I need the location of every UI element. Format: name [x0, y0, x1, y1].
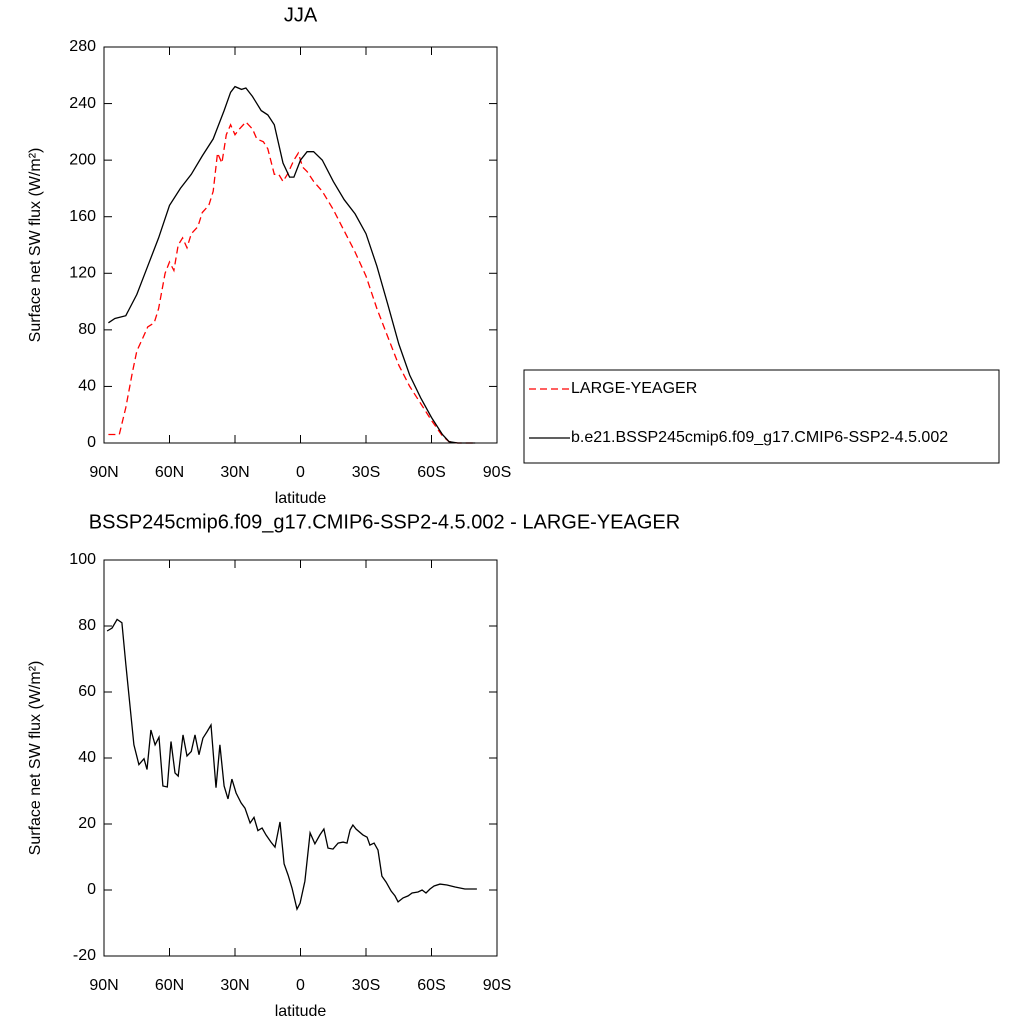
x-tick-label: 0 [296, 977, 305, 994]
data-line [108, 85, 476, 444]
y-tick-label: 100 [69, 551, 96, 568]
y-tick-label: 200 [69, 151, 96, 168]
x-tick-label: 60S [417, 977, 445, 994]
y-axis-label: Surface net SW flux (W/m²) [27, 148, 44, 343]
y-axis-label: Surface net SW flux (W/m²) [27, 661, 44, 856]
data-line [108, 121, 476, 444]
y-tick-label: 40 [78, 378, 96, 395]
x-axis-label: latitude [275, 1003, 327, 1020]
y-tick-label: 120 [69, 265, 96, 282]
legend-label: LARGE-YEAGER [571, 380, 697, 397]
y-tick-label: 40 [78, 749, 96, 766]
y-tick-label: 280 [69, 38, 96, 55]
chart-title: BSSP245cmip6.f09_g17.CMIP6-SSP2-4.5.002 … [89, 511, 680, 533]
x-tick-label: 60N [155, 977, 184, 994]
y-tick-label: 20 [78, 815, 96, 832]
y-tick-label: 0 [87, 881, 96, 898]
data-line [106, 618, 477, 911]
y-tick-label: 160 [69, 208, 96, 225]
plot-frame [103, 46, 498, 444]
legend-label: b.e21.BSSP245cmip6.f09_g17.CMIP6-SSP2-4.… [571, 429, 948, 446]
x-tick-label: 90S [483, 464, 511, 481]
x-tick-label: 30N [220, 464, 249, 481]
x-tick-label: 90N [89, 977, 118, 994]
x-tick-label: 30S [352, 977, 380, 994]
x-tick-label: 60S [417, 464, 445, 481]
chart-title: JJA [284, 4, 318, 26]
y-tick-label: 240 [69, 95, 96, 112]
x-tick-label: 30N [220, 977, 249, 994]
x-tick-label: 30S [352, 464, 380, 481]
plot-frame [103, 559, 498, 957]
y-tick-label: 80 [78, 321, 96, 338]
x-tick-label: 90S [483, 977, 511, 994]
x-axis-label: latitude [275, 490, 327, 507]
x-tick-label: 0 [296, 464, 305, 481]
y-tick-label: -20 [73, 947, 96, 964]
legend-box [523, 369, 1000, 464]
x-tick-label: 90N [89, 464, 118, 481]
y-tick-label: 80 [78, 617, 96, 634]
y-tick-label: 0 [87, 434, 96, 451]
y-tick-label: 60 [78, 683, 96, 700]
x-tick-label: 60N [155, 464, 184, 481]
